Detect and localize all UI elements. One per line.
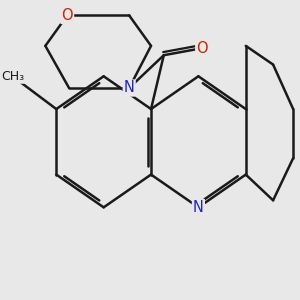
Text: N: N bbox=[193, 200, 204, 215]
Text: O: O bbox=[61, 8, 73, 23]
Text: CH₃: CH₃ bbox=[1, 70, 24, 83]
Text: N: N bbox=[124, 80, 135, 95]
Text: O: O bbox=[196, 41, 208, 56]
